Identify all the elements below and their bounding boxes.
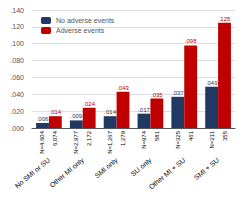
svg-text:.014: .014	[104, 109, 116, 115]
svg-text:355: 355	[222, 130, 228, 141]
svg-text:N=1,267: N=1,267	[107, 130, 113, 154]
svg-text:.080: .080	[10, 57, 24, 64]
svg-text:N=974: N=974	[141, 130, 147, 149]
svg-text:SMI only: SMI only	[93, 156, 119, 180]
svg-text:6,074: 6,074	[52, 130, 58, 146]
svg-text:SMI + SU: SMI + SU	[193, 156, 221, 181]
svg-text:.049: .049	[206, 80, 218, 86]
svg-text:2,172: 2,172	[86, 130, 92, 146]
svg-text:No adverse events: No adverse events	[56, 17, 115, 24]
svg-text:.014: .014	[50, 109, 62, 115]
svg-text:N=211: N=211	[209, 130, 215, 148]
svg-text:.009: .009	[70, 113, 82, 119]
svg-text:.024: .024	[83, 101, 95, 107]
svg-text:.040: .040	[10, 91, 24, 98]
svg-text:.100: .100	[10, 40, 24, 47]
svg-text:581: 581	[154, 130, 160, 141]
svg-text:SU only: SU only	[129, 156, 153, 178]
svg-text:461: 461	[188, 130, 194, 141]
svg-text:.140: .140	[10, 7, 24, 14]
svg-text:.043: .043	[117, 85, 129, 91]
svg-text:.120: .120	[10, 23, 24, 30]
svg-text:Adverse events: Adverse events	[56, 27, 105, 34]
svg-text:N=4,604: N=4,604	[39, 130, 45, 154]
svg-text:No SMI or SU: No SMI or SU	[14, 156, 52, 189]
svg-text:1,279: 1,279	[120, 130, 126, 146]
svg-text:.125: .125	[219, 16, 231, 22]
svg-text:.098: .098	[185, 38, 197, 44]
svg-text:.020: .020	[10, 108, 24, 115]
svg-text:.006: .006	[37, 116, 49, 122]
svg-text:.017: .017	[138, 107, 150, 113]
svg-text:N=325: N=325	[175, 130, 181, 149]
svg-text:.035: .035	[151, 92, 163, 98]
svg-text:N=2,977: N=2,977	[73, 130, 79, 154]
svg-text:.060: .060	[10, 74, 24, 81]
svg-text:Other MI only: Other MI only	[48, 156, 86, 189]
svg-text:.037: .037	[172, 90, 184, 96]
svg-text:Other MI + SU: Other MI + SU	[148, 156, 187, 190]
svg-text:.000: .000	[10, 125, 24, 132]
